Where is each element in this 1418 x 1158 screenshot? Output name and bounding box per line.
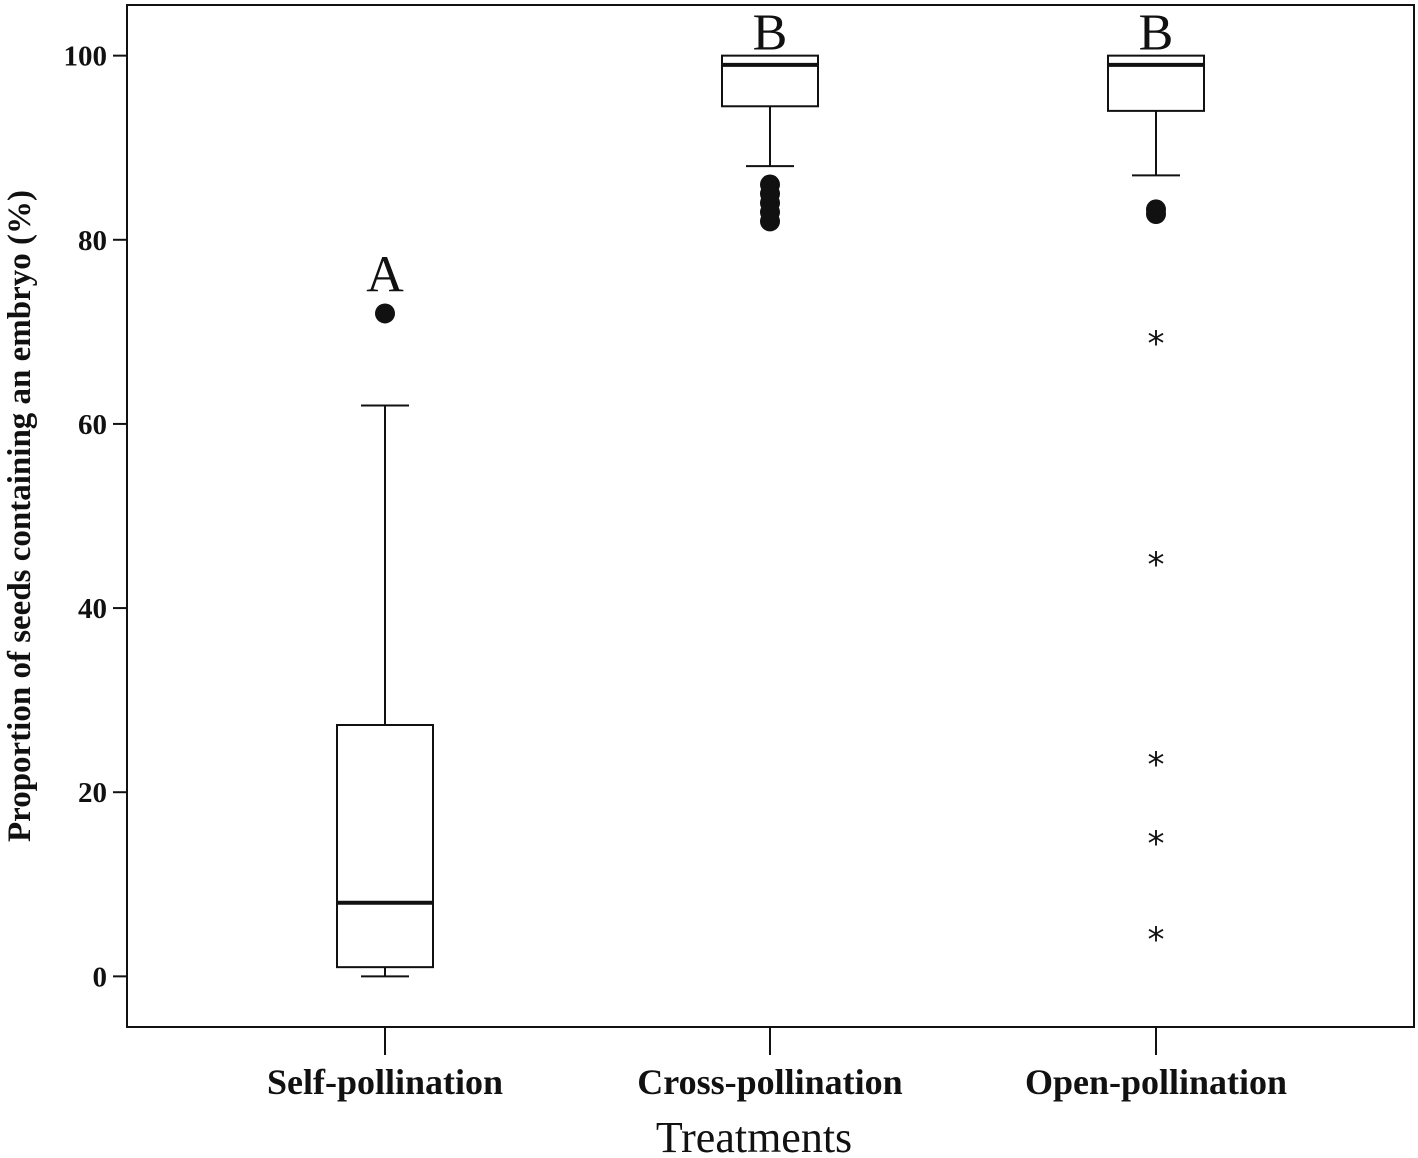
significance-letter: B [753, 5, 788, 62]
box-group: B [721, 5, 819, 232]
y-axis: 0 20 40 60 80 100 [64, 41, 127, 993]
y-axis-title: Proportion of seeds containing an embryo… [2, 190, 38, 842]
significance-letter: B [1139, 5, 1174, 62]
x-axis: Self-pollination Cross-pollination Open-po… [267, 1027, 1287, 1102]
outlier-point [760, 211, 780, 232]
significance-letter: A [366, 246, 404, 303]
extreme-point: * [1148, 745, 1165, 785]
box-series: A B * * * * * B [336, 5, 1205, 978]
y-tick-label: 20 [78, 777, 107, 809]
extreme-point: * [1148, 324, 1165, 364]
extreme-point: * [1148, 920, 1165, 960]
y-tick-label: 80 [78, 225, 107, 257]
x-tick-label: Self-pollination [267, 1062, 503, 1102]
y-tick-label: 0 [93, 961, 108, 993]
outlier-point [1146, 204, 1166, 225]
outlier-point [375, 303, 395, 324]
y-tick-label: 60 [78, 409, 107, 441]
iqr-box [336, 724, 434, 969]
box-group: A [336, 246, 434, 978]
extreme-point: * [1148, 545, 1165, 585]
y-tick-label: 40 [78, 593, 107, 625]
y-tick-label: 100 [64, 41, 108, 73]
x-tick-label: Open-pollination [1025, 1062, 1287, 1102]
x-tick-label: Cross-pollination [637, 1062, 902, 1102]
extreme-point: * [1148, 824, 1165, 864]
box-group: * * * * * B [1107, 5, 1205, 960]
x-axis-title: Treatments [656, 1113, 852, 1158]
